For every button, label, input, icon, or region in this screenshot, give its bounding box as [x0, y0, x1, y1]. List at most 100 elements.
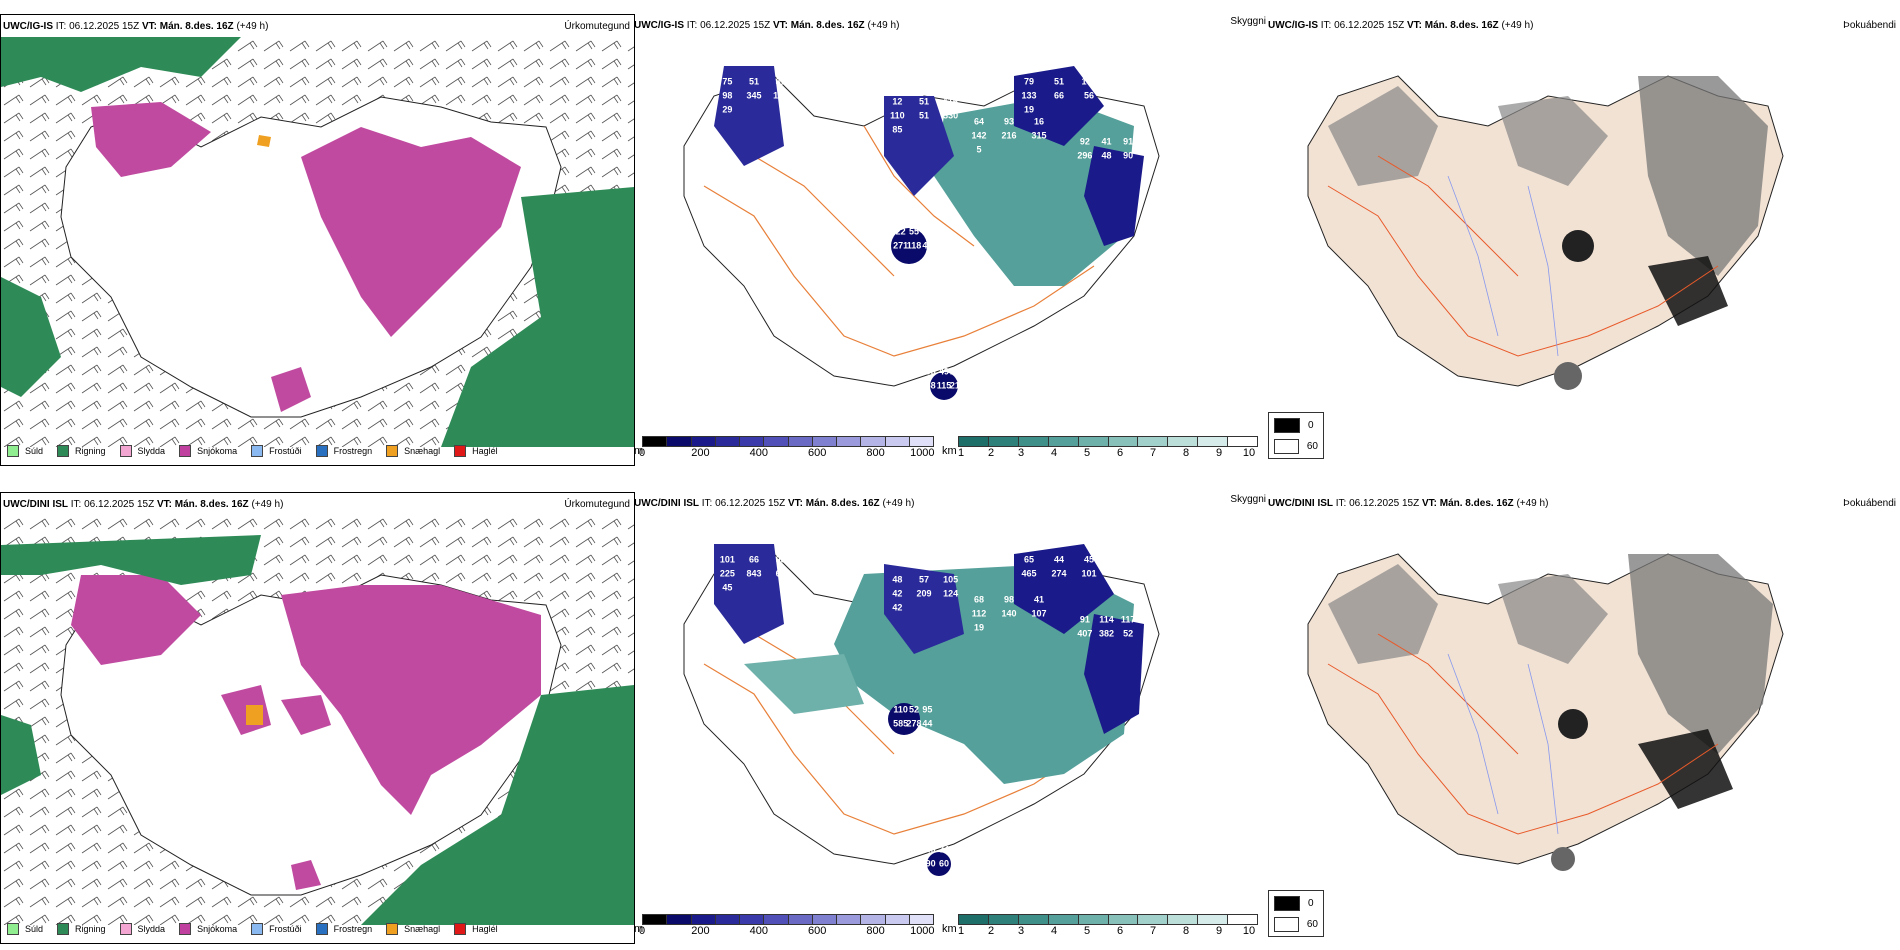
- cloud-base-label: 57: [919, 574, 929, 584]
- ceiling-colorbar-swatches: [642, 914, 934, 925]
- fog-swatch: [1274, 916, 1299, 932]
- tick-label: 1: [957, 447, 965, 459]
- cloud-base-label: 51: [919, 96, 929, 106]
- tick-label: 10: [1242, 447, 1256, 459]
- fog-legend-item: 0: [1274, 416, 1318, 434]
- cloud-base-label: 55: [909, 226, 919, 236]
- vis-unit-row2: km: [942, 923, 957, 935]
- legend-item: Súld: [7, 923, 43, 935]
- legend-swatch: [7, 445, 19, 457]
- rivers: [1447, 653, 1559, 835]
- cloud-base-label: 274: [1051, 568, 1066, 578]
- legend-swatch: [315, 445, 328, 457]
- cloud-base-label: 16: [1034, 116, 1044, 126]
- roads: [1327, 633, 1719, 835]
- cloud-base-label: 278: [906, 718, 921, 728]
- fog-legend-row2: 0 60: [1268, 890, 1324, 937]
- fog-panel-row2: UWC/DINI ISL IT: 06.12.2025 15Z VT: Mán.…: [1268, 492, 1900, 942]
- cloud-base-label: 12: [892, 96, 902, 106]
- low-ceiling-area: [1084, 146, 1144, 246]
- tick-label: 5: [1083, 447, 1091, 459]
- tick-label: 0: [638, 447, 646, 459]
- cloud-base-label: 56: [1084, 90, 1094, 100]
- vis-colorbar-swatches: [958, 914, 1258, 925]
- cloud-base-label: 98: [1004, 594, 1014, 604]
- cloud-base-label: 44: [1054, 554, 1064, 564]
- precip-legend-row1: Súld Rigning Slydda Snjókoma Frostúði Fr…: [7, 445, 512, 457]
- tick-label: 8: [1182, 925, 1190, 937]
- cloud-base-label: 65: [776, 568, 786, 578]
- low-ceiling-area: [930, 372, 958, 400]
- snow-area: [91, 102, 211, 177]
- rain-area: [361, 685, 634, 925]
- cloud-base-label: 44: [922, 718, 932, 728]
- legend-item: Rigning: [57, 445, 106, 457]
- legend-swatch: [179, 445, 192, 457]
- precip-map-row2: [1, 515, 634, 925]
- cloud-base-label: 19: [1024, 104, 1034, 114]
- low-ceiling-area: [891, 228, 927, 264]
- tick-label: 400: [749, 925, 768, 937]
- cloud-base-label: 64: [974, 116, 984, 126]
- cloud-base-label: 42: [892, 588, 902, 598]
- cloud-base-label: 52: [1123, 628, 1133, 638]
- vis-colorbar-swatches: [958, 436, 1258, 447]
- tick-label: 3: [1017, 447, 1025, 459]
- cloud-base-label: 51: [749, 76, 759, 86]
- ceiling-ticks: 0 200 400 600 800 1000: [638, 447, 935, 461]
- fog-area: [1628, 554, 1773, 754]
- tick-label: 9: [1215, 925, 1223, 937]
- precip-panel-row2: UWC/DINI ISL IT: 06.12.2025 15Z VT: Mán.…: [0, 492, 635, 944]
- ceiling-ticks: 0 200 400 600 800 1000: [639, 925, 935, 939]
- cloud-base-label: 110: [893, 704, 908, 714]
- ceiling-unit-row1: m: [634, 445, 644, 457]
- cloud-base-label: 140: [1001, 608, 1016, 618]
- fog-type-label-row1: Þokuábendi: [1843, 20, 1896, 31]
- vis-ticks: 1 2 3 4 5 6 7 8 9 10: [958, 447, 1258, 461]
- low-visibility-area: [934, 96, 1134, 286]
- cloud-base-label: 75: [722, 76, 732, 86]
- cloud-base-label: 41: [1101, 136, 1111, 146]
- cloud-base-label: 330: [943, 110, 958, 120]
- low-ceiling-area: [884, 96, 954, 196]
- tick-label: 800: [866, 925, 885, 937]
- fog-swatch: [1274, 895, 1300, 911]
- cloud-base-label: 465: [1021, 568, 1036, 578]
- rain-area: [1, 715, 41, 795]
- legend-item: Frostregn: [315, 445, 372, 457]
- legend-item: Slydda: [119, 445, 165, 457]
- fog-panel-row1: UWC/IG-IS IT: 06.12.2025 15Z VT: Mán. 8.…: [1268, 14, 1900, 464]
- legend-swatch: [251, 445, 264, 457]
- cloud-base-label: 51: [919, 110, 929, 120]
- cloud-base-label: 19: [974, 622, 984, 632]
- tick-label: 600: [808, 447, 827, 459]
- cloud-type-label-row2: Skyggni: [1230, 494, 1266, 505]
- tick-label: 7: [1149, 925, 1157, 937]
- tick-label: 200: [691, 447, 710, 459]
- cloud-base-label: 107: [1031, 608, 1046, 618]
- cloud-base-label: 155: [950, 844, 965, 854]
- cloud-base-label: 225: [720, 568, 735, 578]
- roads: [1327, 155, 1719, 357]
- snow-hail-area: [246, 705, 263, 725]
- cloud-base-label: 91: [1123, 136, 1133, 146]
- ceiling-unit-row2: m: [634, 923, 644, 935]
- cloud-map-row1: 75 12 64 79 92 22 95 51 51 93 51 41 55 49 31 116 16 105 91…: [683, 66, 1160, 400]
- fog-area: [1328, 564, 1438, 664]
- cloud-base-label: 117: [1121, 614, 1136, 624]
- cloud-base-label: 110: [890, 110, 905, 120]
- fog-area: [1638, 76, 1768, 276]
- fog-area: [1551, 847, 1575, 871]
- cloud-base-label: 101: [1081, 568, 1096, 578]
- ceiling-colorbar-row2: 0 200 400 600 800 1000: [639, 914, 935, 939]
- cloud-base-label: 139: [773, 90, 788, 100]
- legend-item: Frostúði: [251, 923, 302, 935]
- cloud-base-label: 115: [937, 380, 952, 390]
- cloud-base-label: 45: [1084, 554, 1094, 564]
- cloud-labels: 101 48 68 65 91 110 49 66 57 98 44 114 52 34 93 105 41 45…: [720, 554, 1136, 868]
- cloud-base-label: 31: [776, 76, 786, 86]
- cloud-base-label: 216: [1001, 130, 1016, 140]
- cloud-base-label: 42: [892, 602, 902, 612]
- dense-fog-area: [1638, 729, 1733, 809]
- cloud-base-label: 51: [1054, 76, 1064, 86]
